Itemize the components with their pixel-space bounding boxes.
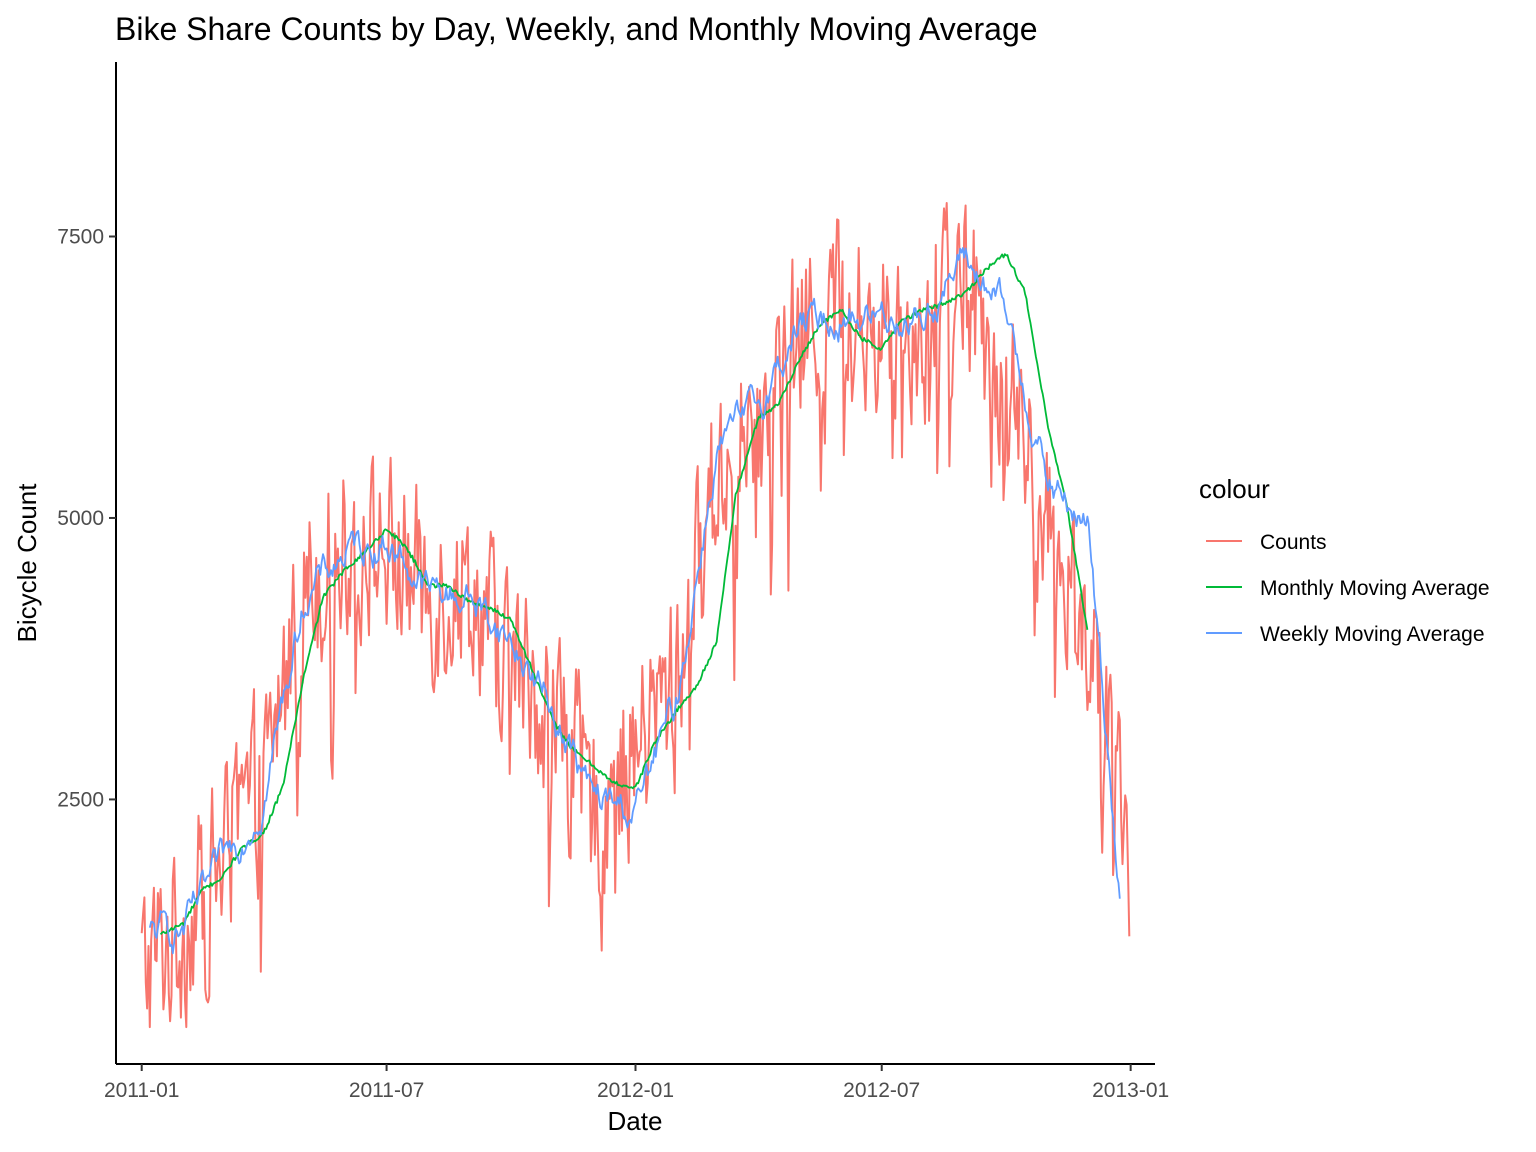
y-tick-label: 2500: [57, 788, 104, 811]
legend-title: colour: [1199, 474, 1270, 504]
x-tick-label: 2013-01: [1092, 1079, 1169, 1102]
x-axis-ticks: 2011-01 2011-07 2012-01 2012-07 2013-01: [104, 1064, 1169, 1102]
x-tick-label: 2011-01: [104, 1079, 180, 1102]
x-tick-label: 2012-01: [597, 1079, 674, 1102]
legend-label: Monthly Moving Average: [1260, 577, 1490, 600]
x-tick-label: 2011-07: [349, 1079, 425, 1102]
y-tick-label: 5000: [57, 507, 104, 530]
series-line-counts: [140, 202, 1131, 1029]
x-axis-title: Date: [608, 1106, 663, 1136]
series-layer: [140, 202, 1131, 1029]
series-line-weekly-moving-average: [148, 247, 1121, 955]
legend-items: Counts Monthly Moving Average Weekly Movin…: [1206, 531, 1490, 646]
y-axis-ticks: 2500 5000 7500: [57, 226, 116, 811]
y-tick-label: 7500: [57, 226, 104, 249]
legend-label: Counts: [1260, 531, 1327, 554]
legend-label: Weekly Moving Average: [1260, 623, 1485, 646]
x-tick-label: 2012-07: [843, 1079, 920, 1102]
y-axis-title: Bicycle Count: [12, 483, 42, 643]
series-line-monthly-moving-average: [159, 253, 1089, 935]
legend: colour Counts Monthly Moving Average Weekl…: [1199, 474, 1490, 646]
chart-title: Bike Share Counts by Day, Weekly, and Mo…: [115, 11, 1038, 47]
